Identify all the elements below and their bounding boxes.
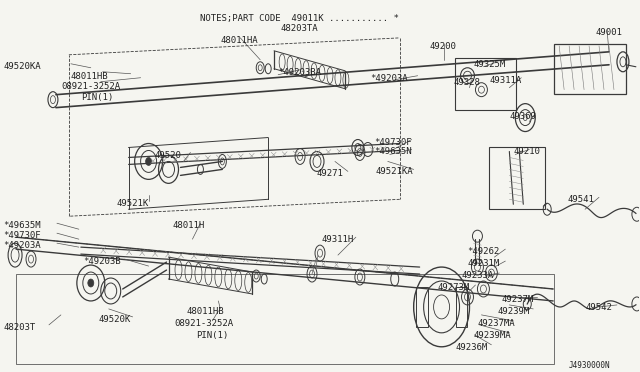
Bar <box>454 58 516 110</box>
Text: 49311H: 49311H <box>322 235 355 244</box>
Text: 49231M: 49231M <box>467 259 500 268</box>
Bar <box>554 44 626 94</box>
Text: 08921-3252A: 08921-3252A <box>61 82 120 91</box>
Text: 49200: 49200 <box>429 42 456 51</box>
Text: 48011HA: 48011HA <box>220 36 258 45</box>
Text: 49328: 49328 <box>454 78 481 87</box>
Text: 49271: 49271 <box>316 169 343 179</box>
Text: 49233A: 49233A <box>461 271 493 280</box>
Text: 48011HB: 48011HB <box>71 72 109 81</box>
Text: *49203B: *49203B <box>83 257 120 266</box>
Text: 49520: 49520 <box>155 151 182 160</box>
Bar <box>415 287 428 327</box>
Bar <box>490 147 545 209</box>
Text: 49520K: 49520K <box>99 315 131 324</box>
Text: 49311A: 49311A <box>490 76 522 85</box>
Text: J4930000N: J4930000N <box>569 361 611 370</box>
Text: *49730F: *49730F <box>3 231 41 240</box>
Text: PIN(1): PIN(1) <box>81 93 113 102</box>
Text: PIN(1): PIN(1) <box>196 331 228 340</box>
Text: *49730F: *49730F <box>374 138 412 147</box>
Text: 49239M: 49239M <box>497 307 530 316</box>
Text: 49369: 49369 <box>509 112 536 121</box>
Text: *49262: *49262 <box>467 247 500 256</box>
Bar <box>456 287 467 327</box>
Text: 49541: 49541 <box>567 195 594 204</box>
Text: 49237MA: 49237MA <box>477 319 515 328</box>
Text: 48203TA: 48203TA <box>280 24 318 33</box>
Text: 49521KA: 49521KA <box>376 167 413 176</box>
Text: *49635N: *49635N <box>374 147 412 157</box>
Text: 49210: 49210 <box>513 147 540 157</box>
Bar <box>16 274 554 364</box>
Text: 08921-3252A: 08921-3252A <box>175 319 234 328</box>
Text: 49239MA: 49239MA <box>474 331 511 340</box>
Text: NOTES;PART CODE  49011K ........... *: NOTES;PART CODE 49011K ........... * <box>200 14 399 23</box>
Text: *49203A: *49203A <box>3 241 41 250</box>
Ellipse shape <box>88 279 94 287</box>
Text: 49542: 49542 <box>585 303 612 312</box>
Text: *49635M: *49635M <box>3 221 41 230</box>
Text: 48203T: 48203T <box>3 323 35 332</box>
Text: 49001: 49001 <box>595 28 622 37</box>
Text: 49236M: 49236M <box>456 343 488 352</box>
Text: 49325M: 49325M <box>474 60 506 69</box>
Text: 49273M: 49273M <box>438 283 470 292</box>
Text: 48011HB: 48011HB <box>186 307 224 316</box>
Text: 49520KA: 49520KA <box>3 62 41 71</box>
Text: *49203BA: *49203BA <box>278 68 321 77</box>
Text: 49237M: 49237M <box>501 295 534 304</box>
Text: *49203A: *49203A <box>370 74 408 83</box>
Text: 49521K: 49521K <box>116 199 149 208</box>
Ellipse shape <box>146 157 152 166</box>
Text: 48011H: 48011H <box>173 221 205 230</box>
